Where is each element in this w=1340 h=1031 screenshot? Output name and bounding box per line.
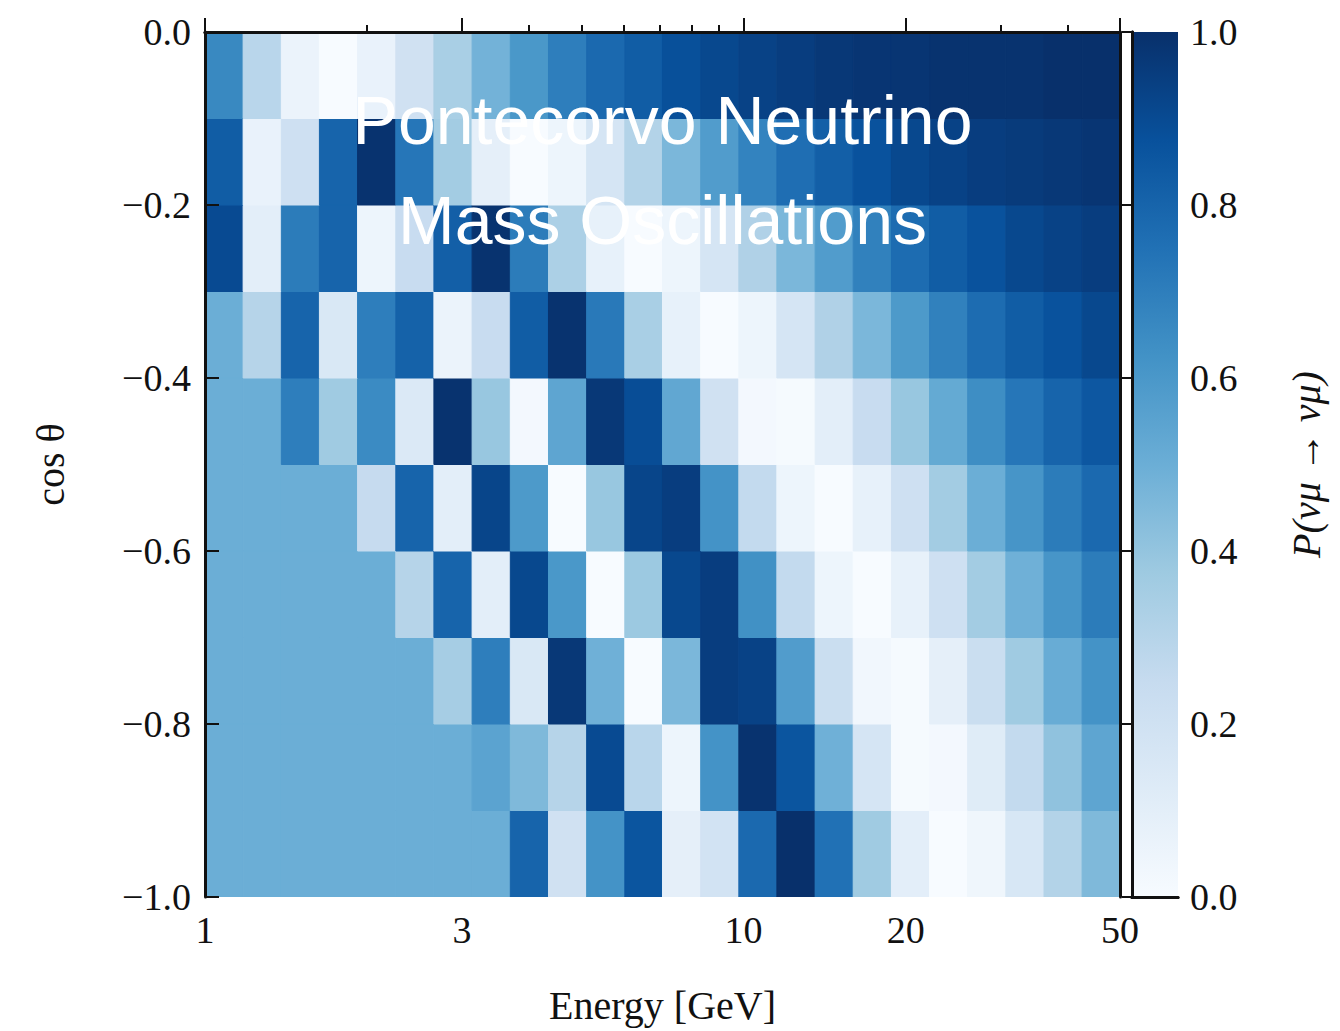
svg-text:50: 50 [1101,909,1139,951]
svg-text:Mass Oscillations: Mass Oscillations [398,182,927,258]
svg-text:−1.0: −1.0 [122,876,191,918]
svg-text:−0.8: −0.8 [122,703,191,745]
svg-text:1.0: 1.0 [1190,11,1238,53]
svg-text:cos θ: cos θ [28,423,73,505]
svg-text:0.0: 0.0 [1190,876,1238,918]
svg-text:−0.6: −0.6 [122,530,191,572]
svg-text:0.8: 0.8 [1190,184,1238,226]
svg-text:3: 3 [452,909,471,951]
svg-text:1: 1 [196,909,215,951]
svg-text:Pontecorvo Neutrino: Pontecorvo Neutrino [353,82,973,158]
svg-text:Energy [GeV]: Energy [GeV] [549,983,776,1028]
svg-text:0.4: 0.4 [1190,530,1238,572]
svg-text:−0.4: −0.4 [122,357,191,399]
svg-text:P(νμ → νμ): P(νμ → νμ) [1284,371,1329,559]
svg-text:10: 10 [725,909,763,951]
svg-text:20: 20 [887,909,925,951]
svg-text:0.6: 0.6 [1190,357,1238,399]
svg-text:−0.2: −0.2 [122,184,191,226]
svg-text:0.0: 0.0 [144,11,192,53]
svg-text:0.2: 0.2 [1190,703,1238,745]
